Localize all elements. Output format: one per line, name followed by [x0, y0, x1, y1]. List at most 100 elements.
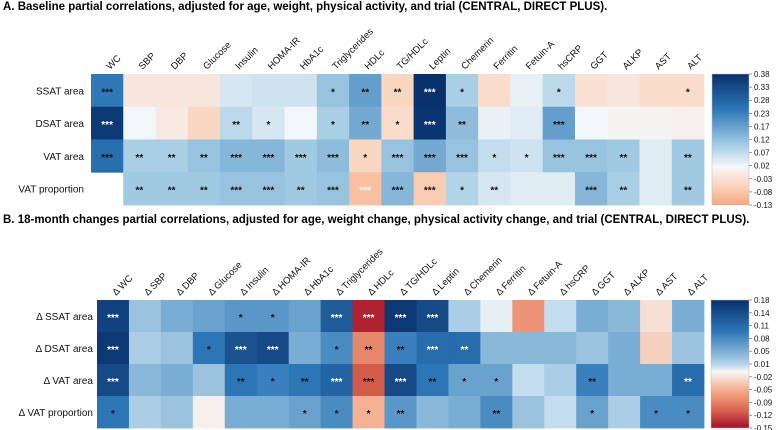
significance-stars: ***	[585, 153, 597, 164]
heatmap-cell	[187, 106, 221, 140]
column-label: Glucose	[201, 40, 233, 72]
heatmap-cell	[608, 396, 641, 429]
heatmap-cell	[187, 74, 221, 108]
significance-stars: ***	[263, 153, 275, 164]
heatmap-cell	[224, 332, 258, 365]
heatmap-cell	[155, 139, 189, 173]
heatmap-cell	[413, 106, 447, 140]
heatmap-cell	[672, 364, 705, 397]
heatmap-cell	[155, 74, 189, 108]
colorbar-tick-label: 0.38	[754, 70, 770, 79]
heatmap-cell	[349, 74, 382, 108]
heatmap-cell	[413, 139, 447, 173]
column-label: Δ GGT	[590, 270, 618, 298]
significance-stars: **	[135, 153, 143, 164]
heatmap-cell	[352, 364, 385, 397]
heatmap-cell	[384, 396, 417, 429]
significance-stars: ***	[359, 186, 371, 197]
heatmap-cell	[510, 106, 544, 140]
significance-stars: *	[460, 87, 464, 98]
significance-stars: ***	[101, 87, 113, 98]
significance-stars: ***	[585, 186, 597, 197]
significance-stars: **	[168, 186, 176, 197]
significance-stars: *	[111, 409, 115, 420]
significance-stars: ***	[363, 377, 375, 388]
column-label: SBP	[137, 51, 158, 72]
significance-stars: ***	[107, 377, 119, 388]
significance-stars: *	[654, 409, 658, 420]
column-label: ALKP	[621, 47, 646, 72]
heatmap-cell	[224, 396, 258, 429]
column-label: Δ HDLc	[366, 267, 397, 298]
heatmap-cell	[320, 364, 353, 397]
heatmap-cell	[220, 172, 253, 206]
heatmap-cell	[123, 74, 156, 108]
heatmap-cell	[574, 74, 608, 108]
heatmap-cell	[252, 74, 285, 108]
heatmap-cell	[576, 364, 609, 397]
colorbar-tick-label: 0.18	[754, 296, 770, 305]
colorbar-tick-label: 0.17	[754, 122, 770, 131]
heatmap-cell	[91, 74, 124, 108]
heatmap-cell	[155, 106, 189, 140]
colorbar-tick-label: 0.08	[754, 334, 770, 343]
heatmap-cell	[576, 396, 609, 429]
significance-stars: ***	[456, 153, 468, 164]
colorbar	[711, 73, 750, 206]
heatmap-cell	[448, 364, 481, 397]
row-label: SSAT area	[36, 86, 84, 97]
colorbar-tick-label: 0.02	[754, 162, 770, 171]
heatmap-cell	[220, 106, 253, 140]
significance-stars: *	[271, 377, 275, 388]
heatmap-cell	[381, 106, 415, 140]
significance-stars: **	[588, 377, 596, 388]
significance-stars: **	[619, 186, 627, 197]
panel-b-heatmap: *** * * *** *** *** ****** * *** *** * ** ** *** *****…	[19, 246, 773, 430]
column-label: Δ Insulin	[238, 265, 271, 298]
significance-stars: ***	[392, 153, 404, 164]
column-label: HOMA-IR	[266, 35, 303, 72]
panel-b-title: B. 18-month changes partial correlations…	[3, 214, 750, 226]
heatmap-cell	[187, 172, 221, 206]
significance-stars: *	[363, 153, 367, 164]
colorbar-tick-label: 0.01	[754, 360, 770, 369]
heatmap-cell	[128, 364, 162, 397]
heatmap-cell	[542, 74, 576, 108]
heatmap-cell	[445, 74, 479, 108]
significance-stars: **	[297, 186, 305, 197]
column-label: hsCRP	[556, 43, 585, 72]
significance-stars: **	[458, 120, 466, 131]
column-label: ALT	[685, 52, 705, 72]
colorbar-tick-label: 0.05	[754, 347, 770, 356]
significance-stars: ***	[327, 153, 339, 164]
column-label: Δ HbA1c	[302, 264, 336, 298]
heatmap-cell	[512, 300, 545, 333]
heatmap-cell	[480, 364, 513, 397]
heatmap-cell	[510, 172, 544, 206]
heatmap-cell	[416, 396, 449, 429]
significance-stars: **	[684, 377, 692, 388]
row-label: Δ DSAT area	[36, 344, 94, 355]
heatmap-cell	[574, 139, 608, 173]
heatmap-cell	[192, 332, 226, 365]
heatmap-cell	[316, 172, 350, 206]
significance-stars: *	[492, 153, 496, 164]
heatmap-cell	[97, 300, 130, 333]
heatmap-cell	[512, 396, 545, 429]
heatmap-cell	[220, 74, 253, 108]
heatmap-cell	[542, 172, 576, 206]
significance-stars: *	[686, 409, 690, 420]
column-label: AST	[653, 51, 674, 72]
heatmap-cell	[576, 332, 609, 365]
significance-stars: ***	[263, 186, 275, 197]
heatmap-cell	[639, 106, 673, 140]
significance-stars: ***	[107, 345, 119, 356]
panel-a-heatmap: *** * ** ** *** * * **** ** * * ** * *** ** ****** ** ** *…	[18, 26, 772, 210]
significance-stars: **	[619, 153, 627, 164]
column-label: DBP	[169, 51, 191, 73]
heatmap-cell	[256, 364, 290, 397]
column-label: Δ Leptin	[430, 266, 462, 298]
significance-stars: *	[525, 153, 529, 164]
heatmap-cell	[288, 396, 322, 429]
heatmap-cell	[544, 396, 577, 429]
